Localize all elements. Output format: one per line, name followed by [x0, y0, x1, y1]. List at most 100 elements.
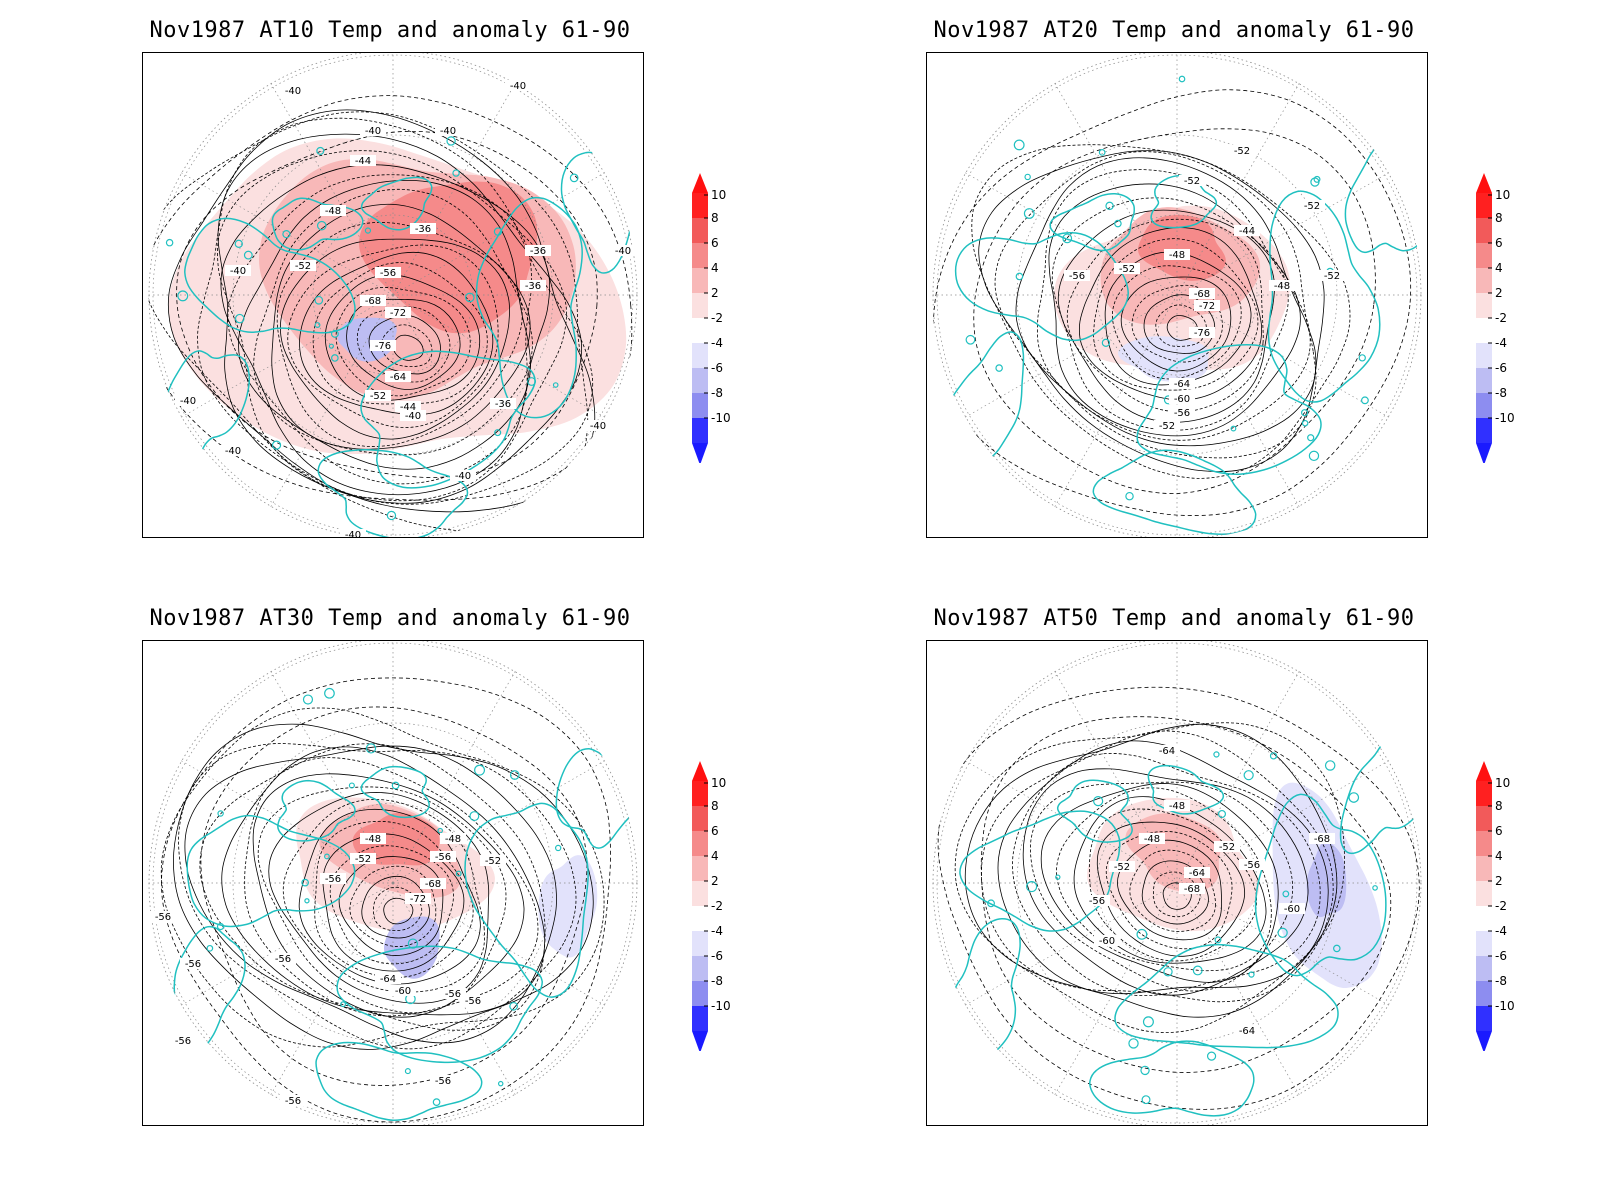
colorbar-band — [1476, 418, 1492, 443]
contour-label-bg — [385, 371, 411, 382]
contour-label: -44 — [355, 156, 371, 167]
map-boundary — [932, 641, 1422, 1125]
colorbar-band — [692, 1006, 708, 1031]
contour-label: -56 — [325, 874, 341, 885]
colorbar-band — [692, 931, 708, 956]
temperature-contour — [148, 95, 633, 501]
colorbar-band — [692, 268, 708, 293]
contour-label: -48 — [1144, 834, 1160, 845]
temperature-contour — [994, 151, 1317, 459]
contour-label: -56 — [380, 268, 396, 279]
island-coastline — [1142, 1016, 1154, 1028]
contour-label: -68 — [365, 296, 381, 307]
colorbar-tip-bottom — [692, 443, 708, 465]
temperature-contour — [271, 203, 531, 450]
island-coastline — [1333, 944, 1341, 953]
colorbar-tick-label: -4 — [711, 924, 723, 938]
contour-label: -76 — [375, 341, 391, 352]
temperature-contour — [1129, 849, 1216, 932]
contour-label-bg — [1114, 263, 1140, 274]
contour-label-bg — [340, 529, 366, 537]
island-coastline — [271, 440, 282, 450]
polar-map: -64 -48 -48 -52 -52 -56 -56 -64 -68 -60 -60 -68 -64 — [926, 640, 1428, 1126]
contour-label-bg — [525, 245, 551, 256]
temperature-contour — [1153, 871, 1201, 918]
polar-map: -40 -40 -40 -40 -44 -48 -52 -56 -68 -72 -76 -64 -52-… — [142, 52, 644, 538]
colorbar-tick-label: -6 — [711, 361, 723, 375]
coastline — [555, 735, 638, 849]
colorbar-tick-label: -10 — [1495, 999, 1515, 1013]
contour-label-bg — [1139, 833, 1165, 844]
colorbar-band — [1476, 856, 1492, 881]
colorbar-tip-top — [692, 761, 708, 781]
contour-label: -60 — [1099, 936, 1115, 947]
island-coastline — [1013, 139, 1025, 151]
contour-label: -40 — [345, 530, 361, 537]
colorbar-band — [692, 393, 708, 418]
temperature-contour — [1029, 781, 1294, 992]
temperature-contour — [1105, 831, 1233, 950]
contour-label: -40 — [590, 421, 606, 432]
contour-label-bg — [175, 395, 201, 406]
contour-label-bg — [290, 260, 316, 271]
contour-label-bg — [280, 1095, 306, 1106]
meridian-line — [392, 760, 606, 884]
contour-label: -60 — [1174, 394, 1190, 405]
colorbar-band — [692, 243, 708, 268]
contour-label: -44 — [400, 402, 416, 413]
island-coastline — [1248, 971, 1255, 978]
meridian-line — [270, 82, 394, 296]
island-coastline — [1055, 874, 1061, 880]
contour-label: -48 — [1169, 250, 1185, 261]
colorbar-tick-label: -6 — [711, 949, 723, 963]
colorbar-tick-label: -8 — [711, 974, 723, 988]
contour-label: -68 — [425, 879, 441, 890]
colorbar-tick-label: 10 — [1495, 776, 1510, 790]
colorbar-band — [692, 831, 708, 856]
temperature-contour — [997, 740, 1329, 995]
contour-label: -40 — [180, 396, 196, 407]
contour-label-bg — [1319, 270, 1345, 281]
coastline — [1267, 190, 1381, 403]
temperature-contour — [349, 865, 437, 947]
coastline — [360, 765, 430, 819]
contour-label-bg — [585, 420, 611, 431]
contour-label-bg — [1154, 745, 1180, 756]
contour-label: -52 — [1159, 421, 1175, 432]
colorbar-band — [1476, 1006, 1492, 1031]
temperature-contour — [338, 856, 444, 956]
contour-label-bg — [400, 410, 426, 421]
contour-label: -40 — [405, 411, 421, 422]
meridian-line — [392, 670, 516, 884]
contour-label: -36 — [495, 399, 511, 410]
contour-label-bg — [320, 205, 346, 216]
island-coastline — [1140, 1065, 1150, 1076]
temperature-contour — [964, 723, 1338, 1018]
island-coastline — [302, 694, 314, 705]
temperature-contour — [356, 306, 451, 383]
temperature-contour — [184, 745, 557, 1044]
contour-label-bg — [1179, 883, 1205, 894]
contour-label-bg — [460, 995, 486, 1006]
colorbar-tick-label: -8 — [1495, 974, 1507, 988]
meridian-line — [1054, 670, 1178, 884]
colorbar-band — [692, 856, 708, 881]
colorbar-tick-label: 4 — [1495, 849, 1503, 863]
island-coastline — [987, 899, 995, 908]
island-coastline — [314, 322, 321, 328]
island-coastline — [1098, 149, 1106, 156]
island-coastline — [552, 382, 559, 388]
contour-label-bg — [1154, 420, 1180, 431]
contour-label-bg — [430, 851, 456, 862]
temperature-contour — [1056, 787, 1272, 972]
contour-label-bg — [450, 470, 476, 481]
contour-label: -48 — [365, 834, 381, 845]
island-coastline — [1282, 890, 1290, 898]
coastline — [1056, 779, 1133, 843]
temperature-contour — [1117, 839, 1223, 941]
contour-label-bg — [1229, 145, 1255, 156]
temperature-contour — [1022, 768, 1309, 996]
temperature-contour — [282, 798, 485, 993]
island-coastline — [494, 429, 502, 437]
colorbar-tick-label: -4 — [1495, 924, 1507, 938]
